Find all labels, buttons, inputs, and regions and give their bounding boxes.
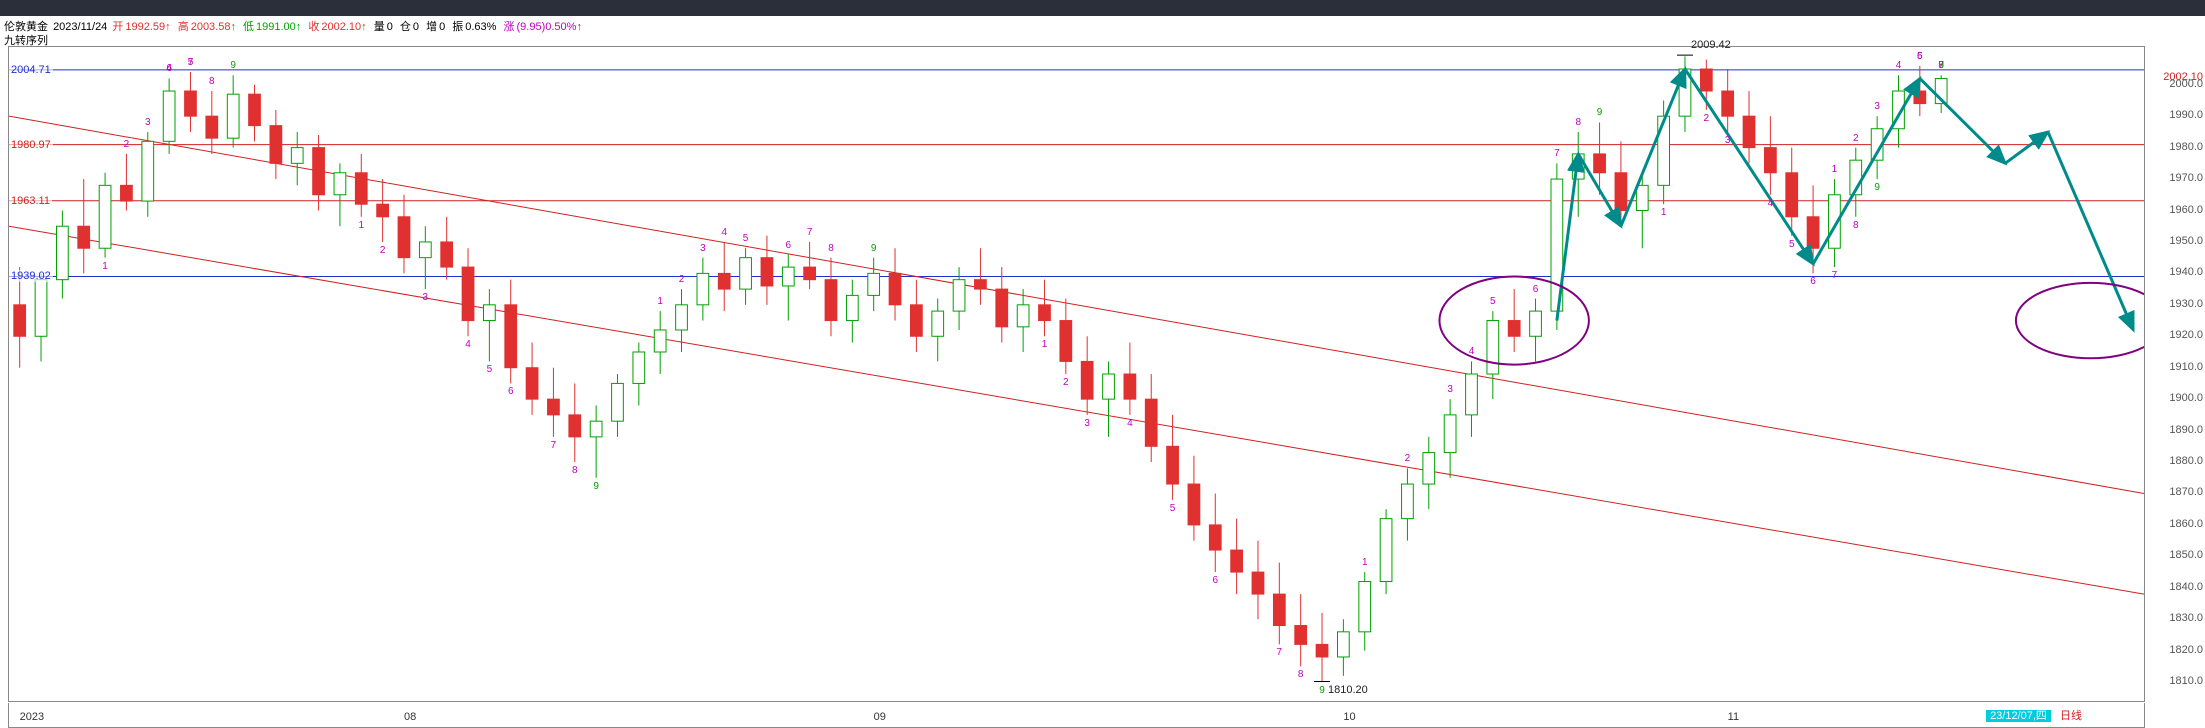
td9-count: 2 bbox=[1405, 453, 1411, 464]
td9-count: 6 bbox=[508, 386, 514, 397]
td9-count: 7 bbox=[551, 440, 557, 451]
y-tick: 1900.0 bbox=[2169, 392, 2203, 404]
td9-count: 8 bbox=[572, 465, 578, 476]
y-tick: 1970.0 bbox=[2169, 172, 2203, 184]
y-tick: 1950.0 bbox=[2169, 235, 2203, 247]
td9-count: 2 bbox=[1704, 113, 1710, 124]
td9-count: 1 bbox=[1832, 164, 1838, 175]
td9-count: 4 bbox=[1469, 346, 1475, 357]
bar-date: 2023/11/24 bbox=[53, 21, 107, 33]
y-tick: 1910.0 bbox=[2169, 361, 2203, 373]
price-extreme-label: 1810.20 bbox=[1328, 684, 1368, 696]
td9-count: 2 bbox=[1853, 133, 1859, 144]
td9-count: 2 bbox=[124, 139, 130, 150]
td9-count: 4 bbox=[465, 339, 471, 350]
td9-count: 6 bbox=[1533, 284, 1539, 295]
td9-count: 7 bbox=[1554, 148, 1560, 159]
td9-count: 1 bbox=[102, 261, 108, 272]
td9-count: 6 bbox=[1212, 575, 1218, 586]
ohlc-info: 伦敦黄金 2023/11/24 开1992.59↑ 高2003.58↑ 低199… bbox=[4, 18, 586, 32]
td9-count: 1 bbox=[1042, 339, 1048, 350]
td9-count: 6 bbox=[1810, 276, 1816, 287]
y-tick: 1830.0 bbox=[2169, 612, 2203, 624]
td9-count: 5 bbox=[188, 57, 194, 68]
td9-count: 2 bbox=[1063, 377, 1069, 388]
x-tick: 10 bbox=[1343, 711, 1355, 723]
hline-label: 1980.97 bbox=[9, 139, 53, 151]
y-tick: 1840.0 bbox=[2169, 581, 2203, 593]
td9-count: 9 bbox=[1938, 60, 1944, 71]
td9-count: 4 bbox=[166, 63, 172, 74]
td9-count: 9 bbox=[1597, 107, 1603, 118]
td9-count: 8 bbox=[209, 76, 215, 87]
td9-count: 3 bbox=[700, 243, 706, 254]
td9-count: 9 bbox=[1319, 685, 1325, 696]
td9-count: 2 bbox=[380, 245, 386, 256]
y-tick: 1850.0 bbox=[2169, 549, 2203, 561]
td9-count: 9 bbox=[1874, 182, 1880, 193]
y-tick: 2000.0 bbox=[2169, 78, 2203, 90]
td9-count: 3 bbox=[423, 292, 429, 303]
td9-count: 7 bbox=[807, 227, 813, 238]
y-tick: 1960.0 bbox=[2169, 204, 2203, 216]
td9-count: 4 bbox=[1768, 198, 1774, 209]
td9-count: 3 bbox=[1084, 418, 1090, 429]
td9-count: 9 bbox=[593, 481, 599, 492]
td9-count: 8 bbox=[828, 243, 834, 254]
td9-count: 3 bbox=[1447, 384, 1453, 395]
hline-label: 2004.71 bbox=[9, 64, 53, 76]
price-chart[interactable]: 2004.711980.971963.111939.022009.421810.… bbox=[8, 46, 2145, 702]
td9-count: 6 bbox=[785, 240, 791, 251]
td9-count: 5 bbox=[1789, 239, 1795, 250]
x-axis: 23/12/07,四 日线 2023 08 09 10 11 bbox=[8, 703, 2145, 728]
td9-count: 7 bbox=[1832, 270, 1838, 281]
td9-count: 3 bbox=[1874, 101, 1880, 112]
chart-svg bbox=[9, 47, 2144, 701]
td9-count: 8 bbox=[1853, 220, 1859, 231]
td9-count: 6 bbox=[1917, 51, 1923, 62]
td9-count: 9 bbox=[871, 243, 877, 254]
y-tick: 1940.0 bbox=[2169, 266, 2203, 278]
cursor-date: 23/12/07,四 bbox=[1986, 710, 2051, 722]
td9-count: 4 bbox=[1127, 418, 1133, 429]
x-tick: 09 bbox=[874, 711, 886, 723]
td9-count: 8 bbox=[1575, 117, 1581, 128]
td9-count: 5 bbox=[487, 364, 493, 375]
y-tick: 1990.0 bbox=[2169, 109, 2203, 121]
td9-count: 7 bbox=[1277, 647, 1283, 658]
period-label: 日线 bbox=[2060, 710, 2082, 722]
td9-count: 4 bbox=[1896, 60, 1902, 71]
y-tick: 1870.0 bbox=[2169, 486, 2203, 498]
y-tick: 1880.0 bbox=[2169, 455, 2203, 467]
hline-label: 1963.11 bbox=[9, 195, 52, 207]
x-tick: 2023 bbox=[20, 711, 44, 723]
y-tick: 1930.0 bbox=[2169, 298, 2203, 310]
td9-count: 1 bbox=[657, 296, 663, 307]
td9-count: 5 bbox=[1170, 503, 1176, 514]
td9-count: 8 bbox=[1298, 669, 1304, 680]
y-tick: 1820.0 bbox=[2169, 644, 2203, 656]
status-bar: 23/12/07,四 日线 bbox=[1986, 707, 2082, 723]
y-tick: 1860.0 bbox=[2169, 518, 2203, 530]
td9-count: 5 bbox=[1490, 296, 1496, 307]
td9-count: 1 bbox=[1362, 557, 1368, 568]
td9-count: 4 bbox=[721, 227, 727, 238]
td9-count: 3 bbox=[1725, 135, 1731, 146]
td9-count: 3 bbox=[145, 117, 151, 128]
y-tick: 1890.0 bbox=[2169, 424, 2203, 436]
hline-label: 1939.02 bbox=[9, 270, 53, 282]
y-tick: 1980.0 bbox=[2169, 141, 2203, 153]
window-titlebar bbox=[0, 0, 2205, 16]
td9-count: 9 bbox=[230, 60, 236, 71]
td9-count: 2 bbox=[679, 274, 685, 285]
y-axis: 2002.101810.01820.01830.01840.01850.0186… bbox=[2147, 46, 2205, 702]
td9-count: 1 bbox=[358, 220, 364, 231]
price-extreme-label: 2009.42 bbox=[1691, 39, 1731, 51]
x-tick: 08 bbox=[404, 711, 416, 723]
td9-count: 1 bbox=[1661, 207, 1667, 218]
y-tick: 1920.0 bbox=[2169, 329, 2203, 341]
x-tick: 11 bbox=[1728, 711, 1739, 723]
y-tick: 1810.0 bbox=[2169, 675, 2203, 687]
td9-count: 5 bbox=[743, 233, 749, 244]
